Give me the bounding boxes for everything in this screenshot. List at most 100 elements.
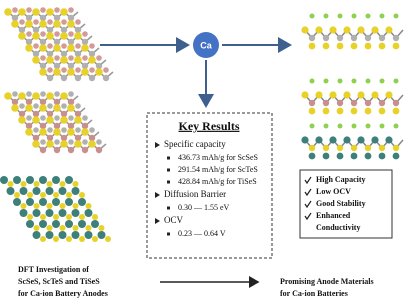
- atom: [52, 176, 60, 184]
- atom: [103, 67, 109, 73]
- atom: [40, 31, 46, 37]
- atom: [53, 104, 61, 112]
- atom: [66, 214, 72, 220]
- atom: [78, 198, 86, 206]
- ca-atom: [380, 79, 385, 84]
- atom: [92, 214, 98, 220]
- section-item: 291.54 mAh/g for ScTeS: [178, 165, 258, 174]
- atom: [46, 209, 54, 217]
- atom: [351, 145, 357, 151]
- atom: [26, 176, 34, 184]
- atom: [393, 43, 400, 50]
- atom: [379, 153, 386, 160]
- atom: [33, 19, 39, 25]
- atom: [53, 192, 59, 198]
- atom: [393, 108, 400, 115]
- atom: [60, 203, 66, 209]
- ca-atom: [310, 14, 315, 19]
- atom: [14, 192, 20, 198]
- atom: [21, 203, 27, 209]
- section-item: 428.84 mAh/g for TiSeS: [178, 177, 257, 186]
- atom: [47, 43, 53, 49]
- atom: [309, 153, 316, 160]
- left-caption: DFT Investigation ofScSeS, ScTeS and TiS…: [18, 265, 108, 298]
- atom: [33, 103, 39, 109]
- atom: [12, 7, 18, 13]
- atom: [40, 7, 46, 13]
- atom: [357, 136, 364, 143]
- ca-atom: [338, 79, 343, 84]
- feature: High Capacity: [316, 175, 366, 184]
- atom: [33, 209, 41, 217]
- atom: [47, 103, 53, 109]
- square-bullet: [167, 207, 170, 210]
- atom: [33, 43, 39, 49]
- atom: [54, 91, 60, 97]
- atom: [379, 100, 385, 106]
- atom: [19, 103, 25, 109]
- atom: [32, 56, 40, 64]
- atom: [379, 35, 385, 41]
- atom: [27, 192, 33, 198]
- ca-atom: [324, 14, 329, 19]
- atom: [323, 153, 330, 160]
- atom: [88, 56, 96, 64]
- atom: [32, 8, 40, 16]
- ca-atom: [324, 124, 329, 129]
- atom: [52, 198, 60, 206]
- atom: [66, 192, 72, 198]
- atom: [309, 108, 316, 115]
- atom: [85, 231, 93, 239]
- atom: [0, 176, 8, 184]
- atom: [96, 55, 102, 61]
- atom: [65, 198, 73, 206]
- atom: [46, 56, 54, 64]
- atom: [61, 103, 67, 109]
- atom: [26, 115, 32, 121]
- atom: [66, 236, 72, 242]
- atom: [393, 145, 399, 151]
- atom: [40, 139, 46, 145]
- atom: [75, 43, 81, 49]
- atom: [39, 176, 47, 184]
- atom: [393, 35, 399, 41]
- atom: [53, 44, 61, 52]
- atom: [379, 145, 385, 151]
- atom: [85, 209, 93, 217]
- atom: [33, 187, 41, 195]
- atom: [301, 136, 308, 143]
- atom: [68, 55, 74, 61]
- atom: [54, 55, 60, 61]
- atom: [74, 32, 82, 40]
- atom: [79, 214, 85, 220]
- section-heading: Diffusion Barrier: [164, 189, 226, 199]
- atom: [68, 147, 74, 153]
- atom: [47, 127, 53, 133]
- atom: [365, 145, 371, 151]
- atom: [54, 115, 60, 121]
- atom: [329, 26, 336, 33]
- ca-atom: [380, 14, 385, 19]
- atom: [67, 104, 75, 112]
- atom: [393, 100, 399, 106]
- atom: [54, 147, 60, 153]
- atom: [86, 203, 92, 209]
- atom: [68, 139, 74, 145]
- atom: [379, 43, 386, 50]
- atom: [54, 7, 60, 13]
- atom: [96, 147, 102, 153]
- atom: [20, 187, 28, 195]
- atom: [7, 187, 15, 195]
- ca-atom: [338, 124, 343, 129]
- atom: [54, 139, 60, 145]
- atom: [365, 108, 372, 115]
- atom: [4, 92, 12, 100]
- atom: [60, 140, 68, 148]
- atom: [385, 91, 392, 98]
- square-bullet: [167, 233, 170, 236]
- atom: [53, 214, 59, 220]
- ca-atom: [394, 124, 399, 129]
- atom: [75, 127, 81, 133]
- atom: [301, 26, 308, 33]
- ca-atom: [394, 79, 399, 84]
